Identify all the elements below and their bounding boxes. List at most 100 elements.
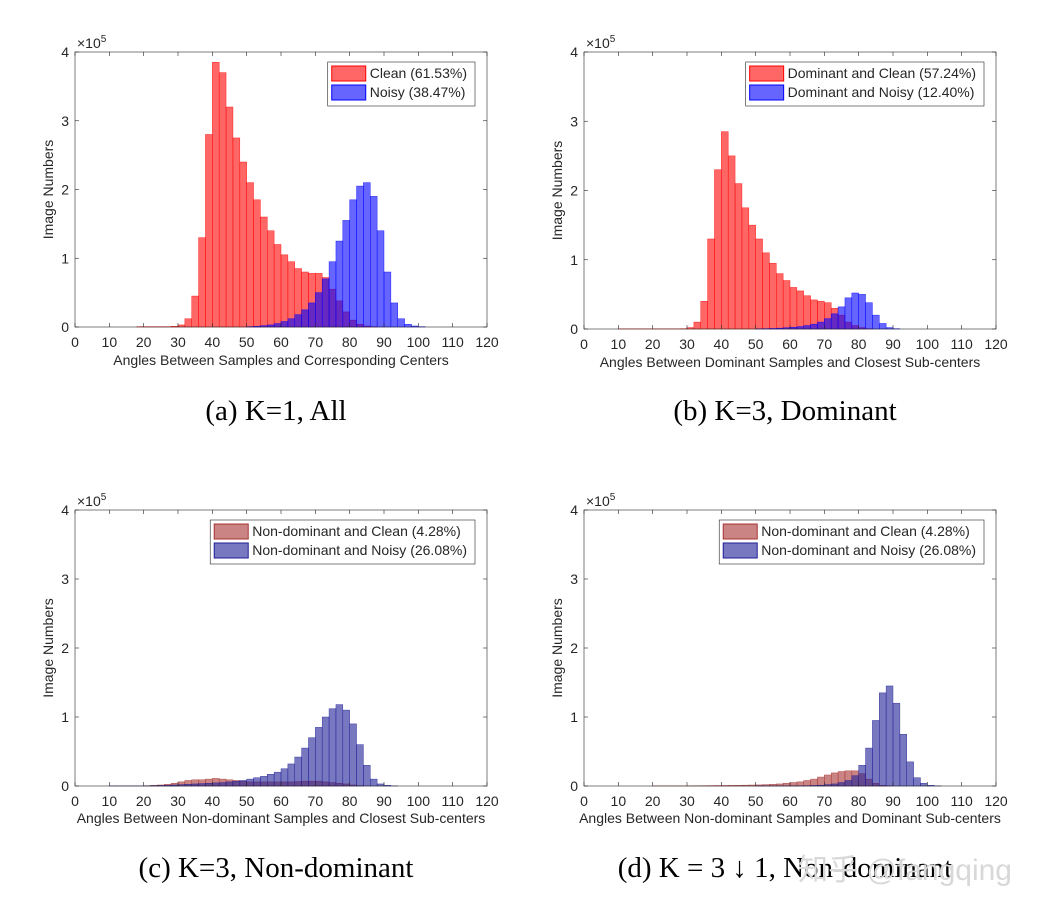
bar [728,156,735,329]
y-tick-label: 2 [570,640,578,656]
legend-swatch [332,66,366,81]
legend-swatch [214,524,248,539]
bar [804,326,811,329]
x-tick-label: 100 [407,793,431,809]
bar [790,783,797,786]
legend-swatch [750,85,784,100]
x-tick-label: 10 [102,334,118,350]
x-tick-label: 100 [916,336,940,352]
bar [350,200,357,327]
x-tick-label: 70 [817,336,833,352]
y-tick-label: 2 [61,640,69,656]
bar [405,324,412,327]
bar [329,709,336,786]
y-multiplier: ×105 [586,492,616,509]
x-tick-label: 0 [580,793,588,809]
bar [336,241,343,327]
x-tick-label: 100 [407,334,431,350]
bar [776,274,783,329]
x-tick-label: 120 [475,334,499,350]
legend-label: Non-dominant and Clean (4.28%) [252,523,461,539]
y-tick-label: 4 [570,502,578,518]
y-multiplier-base: ×10 [77,35,101,51]
bar [267,325,274,327]
bar [281,255,288,327]
legend: Clean (61.53%)Noisy (38.47%) [328,62,475,106]
bar [817,777,824,786]
bar [831,784,838,786]
bar [859,294,866,329]
bar [797,327,804,329]
bar [811,324,818,329]
y-tick-label: 3 [570,571,578,587]
bar [322,717,329,786]
x-tick-label: 40 [714,793,730,809]
y-tick-label: 1 [61,250,69,266]
x-tick-label: 10 [611,793,627,809]
legend-swatch [750,66,784,81]
bar [260,776,267,786]
bar [824,319,831,329]
x-tick-label: 80 [851,336,867,352]
legend-swatch [723,543,757,558]
bar [914,778,921,786]
bar [192,784,199,786]
bar [185,319,192,327]
y-tick-label: 1 [61,709,69,725]
x-tick-label: 80 [342,793,358,809]
watermark: 知乎 @fangqing [798,854,1012,887]
bar [838,307,845,329]
x-tick-label: 110 [951,793,974,809]
x-tick-label: 60 [782,336,798,352]
bar [852,776,859,786]
bar [377,231,384,327]
x-tick-label: 50 [748,793,764,809]
x-tick-label: 120 [984,336,1008,352]
bar [199,784,206,786]
caption: (b) K=3, Dominant [673,395,896,427]
bar [295,315,302,327]
bar [363,765,370,786]
x-tick-label: 30 [170,334,186,350]
bar [804,780,811,786]
x-axis-label: Angles Between Non-dominant Samples and … [579,810,1001,826]
bar [363,183,370,327]
bar [694,322,701,329]
y-tick-label: 3 [61,113,69,129]
bar [398,319,405,327]
bar [790,287,797,329]
y-multiplier-base: ×10 [586,35,610,51]
x-axis-label: Angles Between Dominant Samples and Clos… [600,354,981,370]
bar [343,710,350,786]
bar [756,239,763,329]
bar [811,779,818,786]
x-tick-label: 90 [376,334,392,350]
bar [205,135,212,328]
y-tick-label: 0 [570,778,578,794]
bar [212,62,219,327]
legend: Non-dominant and Clean (4.28%)Non-domina… [210,520,475,564]
bar [831,314,838,329]
bar [288,262,295,327]
bar [907,762,914,786]
y-tick-label: 4 [570,44,578,60]
bar [288,764,295,786]
y-axis-label: Image Numbers [40,140,56,240]
legend-swatch [214,543,248,558]
y-axis-label: Image Numbers [549,141,565,241]
bar [872,315,879,329]
bar [219,783,226,786]
bar [797,291,804,329]
bar [308,738,315,786]
bar [254,778,261,786]
bar [281,322,288,328]
bar [233,138,240,327]
bar [721,132,728,329]
bar [247,183,254,327]
x-tick-label: 120 [984,793,1008,809]
y-tick-label: 0 [61,778,69,794]
